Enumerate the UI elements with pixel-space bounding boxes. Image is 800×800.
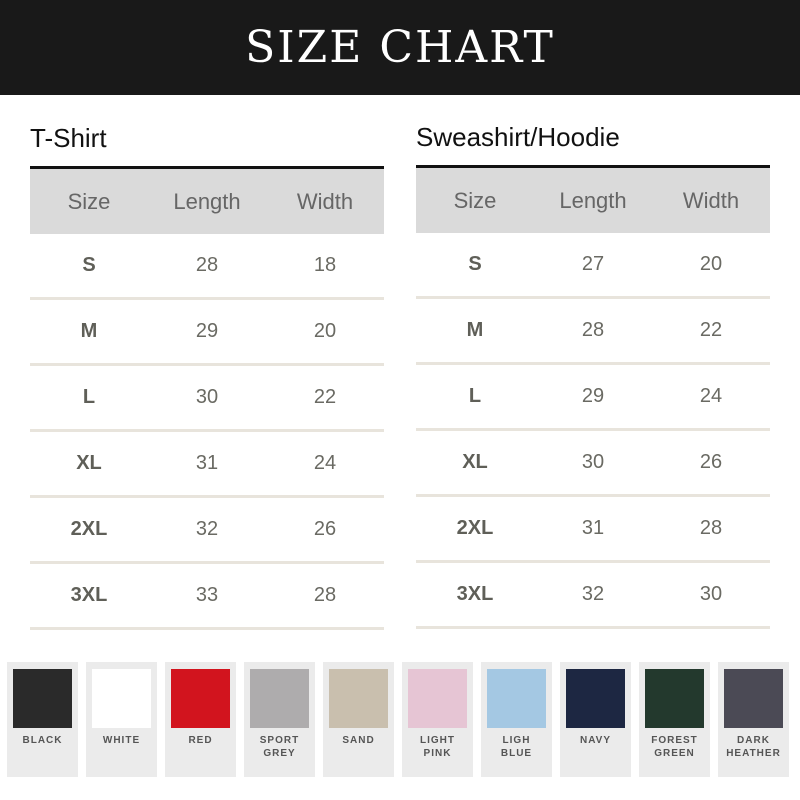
color-label: DARK HEATHER [726, 735, 781, 759]
color-swatch: RED [165, 662, 236, 777]
color-label: FOREST GREEN [651, 735, 698, 759]
length-cell: 32 [581, 583, 605, 605]
color-label: BLACK [22, 735, 63, 746]
width-cell: 24 [699, 385, 723, 407]
table-row: L 30 22 [30, 366, 384, 432]
length-cell: 30 [195, 386, 219, 408]
size-cell: 2XL [70, 518, 108, 540]
color-chip [329, 669, 388, 728]
color-swatches: BLACK WHITE RED SPORT GREY SAND LIGHT PINK LIG… [7, 662, 789, 777]
width-cell: 28 [699, 517, 723, 539]
color-swatch: SAND [323, 662, 394, 777]
column-header: Size [67, 188, 111, 214]
table-row: L 29 24 [416, 365, 770, 431]
color-chip [487, 669, 546, 728]
color-swatch: WHITE [86, 662, 157, 777]
width-cell: 24 [313, 452, 337, 474]
color-chip [171, 669, 230, 728]
color-swatch: DARK HEATHER [718, 662, 789, 777]
color-swatch: SPORT GREY [244, 662, 315, 777]
table-title: T-Shirt [30, 123, 107, 153]
color-swatch: NAVY [560, 662, 631, 777]
length-cell: 31 [195, 452, 219, 474]
size-cell: M [466, 319, 484, 341]
color-label: SPORT GREY [259, 735, 300, 759]
width-cell: 26 [313, 518, 337, 540]
tshirt-size-table: T-Shirt Size Length Width S 28 18 M 29 20 L 30 22 XL 3… [30, 118, 384, 630]
color-chip [408, 669, 467, 728]
length-cell: 33 [195, 584, 219, 606]
width-cell: 26 [699, 451, 723, 473]
length-cell: 27 [581, 253, 605, 275]
table-row: 3XL 32 30 [416, 563, 770, 629]
size-cell: S [468, 253, 482, 275]
size-cell: XL [462, 451, 488, 473]
width-cell: 20 [699, 253, 723, 275]
color-swatch: LIGH BLUE [481, 662, 552, 777]
table-row: S 27 20 [416, 233, 770, 299]
width-cell: 18 [313, 254, 337, 276]
column-header: Width [296, 188, 354, 214]
column-header: Length [559, 187, 627, 213]
width-cell: 22 [699, 319, 723, 341]
size-cell: XL [76, 452, 102, 474]
color-chip [250, 669, 309, 728]
width-cell: 28 [313, 584, 337, 606]
length-cell: 28 [195, 254, 219, 276]
color-swatch: FOREST GREEN [639, 662, 710, 777]
length-cell: 31 [581, 517, 605, 539]
color-chip [92, 669, 151, 728]
table-row: M 28 22 [416, 299, 770, 365]
table-row: 3XL 33 28 [30, 564, 384, 630]
length-cell: 32 [195, 518, 219, 540]
color-swatch: LIGHT PINK [402, 662, 473, 777]
color-label: LIGH BLUE [500, 735, 533, 759]
size-cell: L [468, 385, 482, 407]
table-header: Size Length Width [416, 165, 770, 233]
color-label: WHITE [102, 735, 141, 746]
color-label: SAND [342, 735, 375, 746]
color-chip [13, 669, 72, 728]
size-cell: M [80, 320, 98, 342]
size-cell: L [82, 386, 96, 408]
width-cell: 22 [313, 386, 337, 408]
hoodie-size-table: Sweashirt/Hoodie Size Length Width S 27 20 M 28 2… [416, 117, 770, 629]
length-cell: 29 [581, 385, 605, 407]
length-cell: 28 [581, 319, 605, 341]
size-cell: 2XL [456, 517, 494, 539]
table-row: XL 31 24 [30, 432, 384, 498]
table-row: 2XL 32 26 [30, 498, 384, 564]
column-header: Length [173, 188, 241, 214]
page-title: SIZE CHART [245, 22, 555, 73]
table-row: XL 30 26 [416, 431, 770, 497]
color-chip [645, 669, 704, 728]
size-cell: 3XL [456, 583, 494, 605]
width-cell: 20 [313, 320, 337, 342]
title-banner: SIZE CHART [0, 0, 800, 95]
color-label: NAVY [579, 735, 612, 746]
table-row: M 29 20 [30, 300, 384, 366]
color-label: RED [188, 735, 213, 746]
size-cell: S [82, 254, 96, 276]
table-title: Sweashirt/Hoodie [416, 122, 620, 152]
table-row: 2XL 31 28 [416, 497, 770, 563]
color-swatch: BLACK [7, 662, 78, 777]
table-header: Size Length Width [30, 166, 384, 234]
table-row: S 28 18 [30, 234, 384, 300]
width-cell: 30 [699, 583, 723, 605]
length-cell: 29 [195, 320, 219, 342]
size-cell: 3XL [70, 584, 108, 606]
column-header: Size [453, 187, 497, 213]
length-cell: 30 [581, 451, 605, 473]
color-label: LIGHT PINK [420, 735, 455, 759]
color-chip [724, 669, 783, 728]
column-header: Width [682, 187, 740, 213]
color-chip [566, 669, 625, 728]
